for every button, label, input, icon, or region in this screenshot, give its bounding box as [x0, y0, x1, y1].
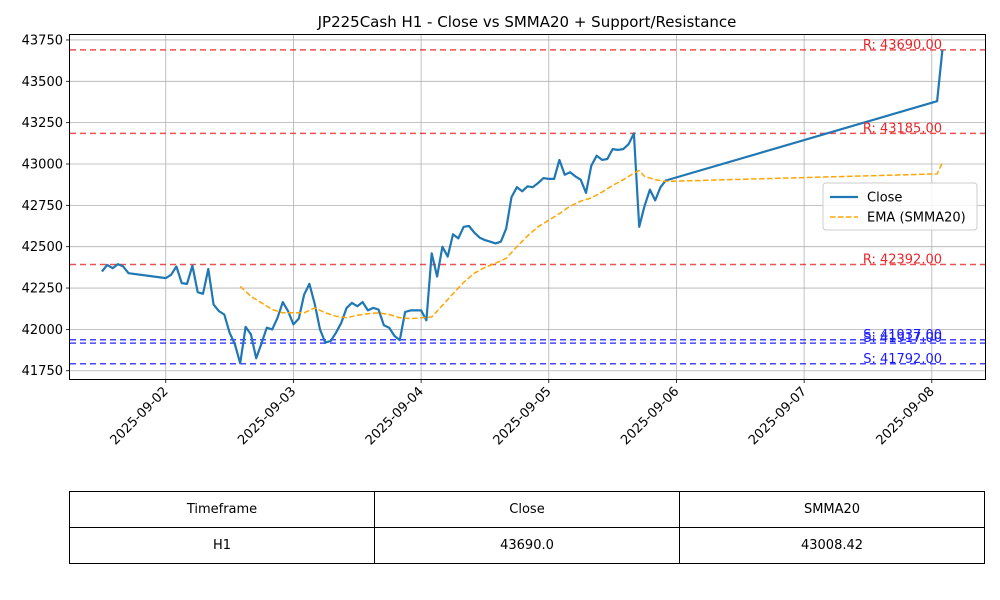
support-resistance-levels	[70, 49, 985, 365]
legend-entry: EMA (SMMA20)	[867, 211, 966, 226]
chart-title: JP225Cash H1 - Close vs SMMA20 + Support…	[317, 13, 737, 31]
y-tick-label: 43500	[22, 75, 63, 90]
legend: Close EMA (SMMA20)	[822, 182, 978, 231]
table-header-row: Timeframe Close SMMA20	[69, 491, 985, 528]
y-tick-label: 42250	[22, 282, 63, 297]
y-tick-label: 41750	[22, 364, 63, 379]
level-labels: R: 43690.00 R: 43185.00 R: 42392.00 S: 4193…	[863, 38, 942, 367]
x-tick-label: 2025-09-08	[874, 384, 938, 448]
legend-entry: Close	[867, 191, 902, 206]
x-tick-label: 2025-09-07	[746, 384, 810, 448]
support-level-label: S: 41937.00	[863, 328, 942, 343]
x-tick-label: 2025-09-05	[491, 384, 555, 448]
support-level-label: S: 41917.00	[863, 331, 942, 346]
x-tick-label: 2025-09-03	[235, 384, 299, 448]
cell-timeframe: H1	[69, 527, 375, 564]
resistance-level-label: R: 42392.00	[863, 253, 942, 268]
grid-lines	[70, 35, 985, 379]
header-timeframe: Timeframe	[69, 491, 375, 528]
cell-smma20: 43008.42	[679, 527, 985, 564]
table-row: H1 43690.0 43008.42	[69, 527, 985, 564]
header-close: Close	[374, 491, 680, 528]
header-smma20: SMMA20	[679, 491, 985, 528]
chart-figure: JP225Cash H1 - Close vs SMMA20 + Support…	[22, 13, 986, 448]
y-tick-label: 42750	[22, 199, 63, 214]
cell-close: 43690.0	[374, 527, 680, 564]
support-level-label: S: 41792.00	[863, 352, 942, 367]
x-axis: 2025-09-02 2025-09-03 2025-09-04 2025-09-05…	[108, 379, 938, 448]
x-tick-label: 2025-09-06	[618, 384, 682, 448]
y-tick-label: 42500	[22, 240, 63, 255]
series-lines	[101, 49, 944, 365]
y-tick-label: 43000	[22, 158, 63, 173]
y-tick-label: 43750	[22, 33, 63, 48]
y-tick-label: 42000	[22, 323, 63, 338]
resistance-level-label: R: 43690.00	[863, 38, 942, 53]
y-tick-label: 43250	[22, 116, 63, 131]
plot-area-frame	[69, 34, 986, 380]
summary-table: Timeframe Close SMMA20 H1 43690.0 43008.…	[69, 491, 985, 564]
y-axis: 41750 42000 42250 42500 42750 43000 43250 43500…	[22, 33, 70, 379]
resistance-level-label: R: 43185.00	[863, 121, 942, 136]
x-tick-label: 2025-09-04	[363, 384, 427, 448]
x-tick-label: 2025-09-02	[108, 384, 172, 448]
legend-box	[822, 182, 978, 231]
close-series-line	[101, 49, 944, 365]
smma20-series-line	[239, 162, 944, 320]
